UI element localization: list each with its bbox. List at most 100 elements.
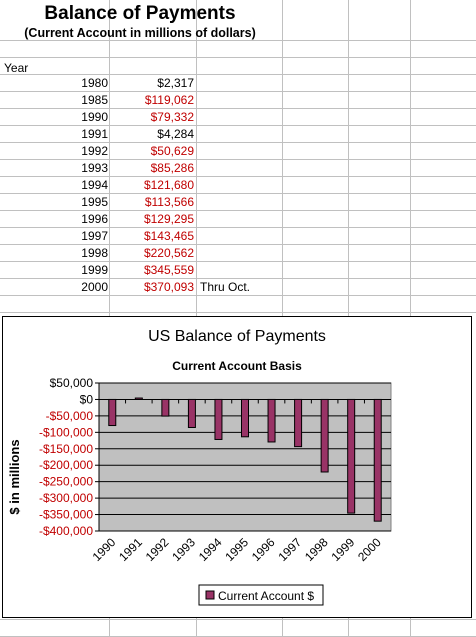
x-tick-label: 1991 <box>116 535 145 564</box>
table-row: 1995 $113,566 <box>0 194 476 211</box>
table-row: 1980 $2,317 <box>0 75 476 92</box>
value-cell[interactable]: $143,465 <box>143 229 194 243</box>
grid-row-line <box>0 159 476 160</box>
grid-row-line <box>0 261 476 262</box>
y-tick-label: $50,000 <box>50 376 94 390</box>
chart-subtitle: Current Account Basis <box>172 359 302 373</box>
year-cell[interactable]: 1998 <box>81 246 108 260</box>
grid-row-line <box>0 244 476 245</box>
grid-row-line <box>0 278 476 279</box>
value-cell[interactable]: $119,062 <box>144 93 194 107</box>
value-cell[interactable]: $79,332 <box>150 110 194 124</box>
bar <box>347 398 356 514</box>
grid-row-line <box>0 108 476 109</box>
year-cell[interactable]: 1997 <box>81 229 108 243</box>
y-tick-label: -$200,000 <box>39 458 93 472</box>
year-cell[interactable]: 1980 <box>81 76 108 90</box>
value-cell[interactable]: $85,286 <box>150 161 194 175</box>
x-tick-label: 1996 <box>249 535 278 564</box>
grid-row-line <box>0 142 476 143</box>
value-cell[interactable]: $2,317 <box>157 76 194 90</box>
y-tick-label: -$100,000 <box>39 425 93 439</box>
x-tick-label: 1993 <box>169 535 198 564</box>
year-cell[interactable]: 1985 <box>81 93 108 107</box>
year-cell[interactable]: 1990 <box>81 110 108 124</box>
sheet-title: Balance of Payments <box>44 3 236 24</box>
table-row: 2000 $370,093 Thru Oct. <box>0 279 476 296</box>
value-cell[interactable]: $113,566 <box>144 195 194 209</box>
legend-label: Current Account $ <box>218 589 314 603</box>
value-cell[interactable]: $50,629 <box>150 144 194 158</box>
year-cell[interactable]: 1992 <box>81 144 108 158</box>
grid-row-line <box>0 125 476 126</box>
chart-title: US Balance of Payments <box>148 328 326 345</box>
bar <box>241 398 249 438</box>
x-tick-label: 1997 <box>275 535 304 564</box>
value-cell[interactable]: $345,559 <box>143 263 194 277</box>
value-cell[interactable]: $370,093 <box>143 280 194 294</box>
year-cell[interactable]: 1995 <box>81 195 108 209</box>
bar <box>214 398 223 440</box>
year-cell[interactable]: 1994 <box>81 178 108 192</box>
table-row: 1985 $119,062 <box>0 92 476 109</box>
table-row: 1998 $220,562 <box>0 245 476 262</box>
y-tick-label: -$250,000 <box>39 475 93 489</box>
y-tick-label: -$350,000 <box>39 508 93 522</box>
bar <box>373 398 382 522</box>
y-axis-title: $ in millions <box>7 439 22 514</box>
bar <box>294 398 303 448</box>
table-row: 1992 $50,629 <box>0 143 476 160</box>
grid-row-line <box>0 57 476 58</box>
bar <box>108 398 117 427</box>
x-tick-label: 1994 <box>196 535 225 564</box>
y-tick-label: -$400,000 <box>39 524 93 538</box>
bar <box>320 398 329 473</box>
table-row: 1996 $129,295 <box>0 211 476 228</box>
note-cell[interactable]: Thru Oct. <box>200 280 251 294</box>
x-tick-label: 2000 <box>355 535 384 564</box>
sheet-subtitle: (Current Account in millions of dollars) <box>24 26 256 40</box>
grid-row-line <box>0 193 476 194</box>
y-tick-label: -$300,000 <box>39 491 93 505</box>
chart-object[interactable]: US Balance of Payments Current Account Ba… <box>2 316 472 618</box>
bar <box>161 398 170 417</box>
value-cell[interactable]: $4,284 <box>157 127 194 141</box>
y-tick-label: -$50,000 <box>46 409 94 423</box>
value-cell[interactable]: $220,562 <box>143 246 194 260</box>
table-row: 1997 $143,465 <box>0 228 476 245</box>
table-row: 1993 $85,286 <box>0 160 476 177</box>
legend <box>198 584 324 606</box>
grid-row-line <box>0 295 476 296</box>
y-tick-label: -$150,000 <box>39 442 93 456</box>
table-row: 1994 $121,680 <box>0 177 476 194</box>
bar <box>187 398 196 428</box>
table-row: 1999 $345,559 <box>0 262 476 279</box>
grid-row-line <box>0 176 476 177</box>
x-tick-label: 1999 <box>329 535 358 564</box>
bar <box>267 398 276 443</box>
bar <box>134 397 143 400</box>
x-tick-label: 1995 <box>222 535 251 564</box>
bar-chart: US Balance of Payments Current Account Ba… <box>7 328 392 606</box>
x-tick-label: 1990 <box>90 535 119 564</box>
legend-swatch <box>205 590 215 600</box>
x-tick-label: 1998 <box>302 535 331 564</box>
grid-row-line <box>0 91 476 92</box>
grid-row-line <box>0 619 476 620</box>
table-row: 1991 $4,284 <box>0 126 476 143</box>
year-cell[interactable]: 1993 <box>81 161 108 175</box>
year-cell[interactable]: 1999 <box>81 263 108 277</box>
grid-row-line <box>0 74 476 75</box>
table-row: 1990 $79,332 <box>0 109 476 126</box>
grid-row-line <box>0 227 476 228</box>
grid-row-line <box>0 312 476 313</box>
year-cell[interactable]: 2000 <box>81 280 108 294</box>
grid-row-line <box>0 210 476 211</box>
value-cell[interactable]: $121,680 <box>143 178 194 192</box>
year-column-header: Year <box>4 61 29 75</box>
year-cell[interactable]: 1996 <box>81 212 108 226</box>
value-cell[interactable]: $129,295 <box>143 212 194 226</box>
year-cell[interactable]: 1991 <box>81 127 108 141</box>
grid-row-line <box>0 40 476 41</box>
